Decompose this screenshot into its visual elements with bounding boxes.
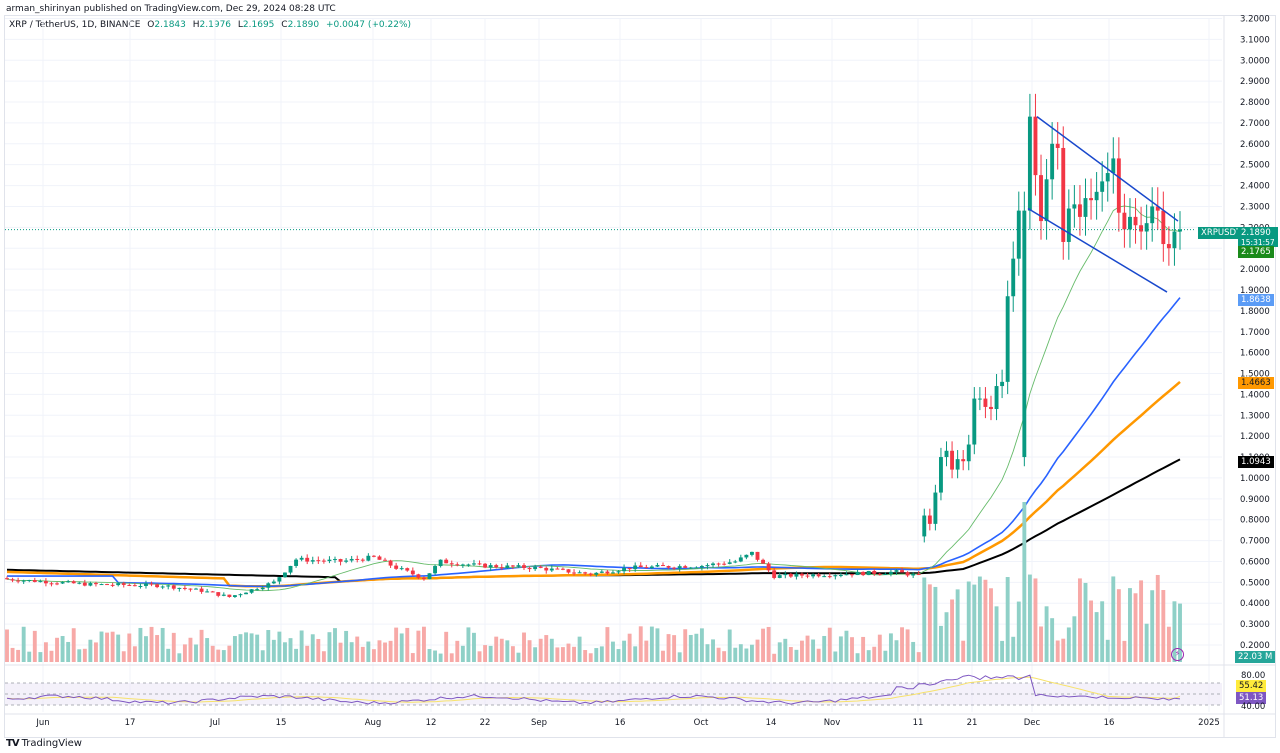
volume-tag: 22.03 M xyxy=(1235,651,1276,663)
svg-text:22: 22 xyxy=(480,718,491,728)
rsi-tag: 51.13 xyxy=(1236,692,1267,704)
svg-text:17: 17 xyxy=(125,718,136,728)
bar-countdown: 15:31:57 xyxy=(1241,238,1275,247)
svg-text:0.6000: 0.6000 xyxy=(1240,557,1270,567)
svg-text:1.6000: 1.6000 xyxy=(1240,349,1270,359)
rsi-ma-tag: 55.42 xyxy=(1236,680,1267,692)
svg-text:0.8000: 0.8000 xyxy=(1240,516,1270,526)
svg-text:0.9000: 0.9000 xyxy=(1240,495,1270,505)
svg-text:1.0000: 1.0000 xyxy=(1240,474,1270,484)
svg-text:2.6000: 2.6000 xyxy=(1240,140,1270,150)
svg-text:0.3000: 0.3000 xyxy=(1240,620,1270,630)
symbol-tag: XRPUSDT xyxy=(1198,227,1245,239)
svg-text:Jul: Jul xyxy=(209,718,220,728)
brand-name: TradingView xyxy=(21,738,82,749)
svg-text:14: 14 xyxy=(766,718,777,728)
svg-text:Dec: Dec xyxy=(1024,718,1041,728)
svg-text:0.5000: 0.5000 xyxy=(1240,578,1270,588)
svg-text:1.7000: 1.7000 xyxy=(1240,328,1270,338)
tradingview-logo[interactable]: TV TradingView xyxy=(6,738,82,749)
svg-text:12: 12 xyxy=(426,718,437,728)
svg-text:16: 16 xyxy=(1104,718,1115,728)
close-value: 2.1890 xyxy=(287,20,320,30)
svg-text:2.3000: 2.3000 xyxy=(1240,202,1270,212)
svg-text:1.9000: 1.9000 xyxy=(1240,286,1270,296)
last-price-tag: 2.1890 15:31:57 xyxy=(1238,227,1278,247)
open-value: 2.1843 xyxy=(154,20,186,30)
chart-frame xyxy=(4,15,1276,738)
ma-green-tag: 2.1765 xyxy=(1238,246,1274,258)
ma-orange-tag: 1.4663 xyxy=(1238,377,1274,389)
publish-line: arman_shirinyan published on TradingView… xyxy=(6,4,336,14)
lightning-icon[interactable]: ⚡ xyxy=(1171,648,1184,661)
svg-text:2.9000: 2.9000 xyxy=(1240,77,1270,87)
change-value: +0.0047 (+0.22%) xyxy=(325,20,412,30)
svg-text:1.4000: 1.4000 xyxy=(1240,390,1270,400)
svg-text:1.3000: 1.3000 xyxy=(1240,411,1270,421)
svg-text:1.8000: 1.8000 xyxy=(1240,307,1270,317)
svg-text:0.7000: 0.7000 xyxy=(1240,537,1270,547)
svg-text:2.4000: 2.4000 xyxy=(1240,182,1270,192)
svg-text:15: 15 xyxy=(276,718,287,728)
svg-text:1.2000: 1.2000 xyxy=(1240,432,1270,442)
symbol-title: XRP / TetherUS, 1D, BINANCE xyxy=(9,20,141,30)
svg-text:2.5000: 2.5000 xyxy=(1240,161,1270,171)
svg-text:11: 11 xyxy=(913,718,924,728)
rsi-upper-band-label: 80.00 xyxy=(1241,671,1266,681)
tv-logo-icon: TV xyxy=(6,738,20,749)
rsi-lower-band-label: 40.00 xyxy=(1241,702,1266,712)
svg-text:0.4000: 0.4000 xyxy=(1240,599,1270,609)
svg-text:16: 16 xyxy=(615,718,626,728)
svg-text:21: 21 xyxy=(967,718,978,728)
svg-text:3.2000: 3.2000 xyxy=(1240,15,1270,25)
low-value: 2.1695 xyxy=(242,20,275,30)
svg-text:Aug: Aug xyxy=(365,718,382,728)
svg-text:3.0000: 3.0000 xyxy=(1240,56,1270,66)
svg-text:Jun: Jun xyxy=(35,718,49,728)
svg-text:Sep: Sep xyxy=(531,718,547,728)
svg-text:2.0000: 2.0000 xyxy=(1240,265,1270,275)
ma-blue-tag: 1.8638 xyxy=(1238,294,1274,306)
svg-text:Oct: Oct xyxy=(694,718,709,728)
svg-text:2.8000: 2.8000 xyxy=(1240,98,1270,108)
svg-text:3.1000: 3.1000 xyxy=(1240,35,1270,45)
svg-text:1.5000: 1.5000 xyxy=(1240,370,1270,380)
svg-text:0.2000: 0.2000 xyxy=(1240,641,1270,651)
svg-text:2025: 2025 xyxy=(1198,718,1220,728)
svg-text:Nov: Nov xyxy=(824,718,841,728)
svg-text:2.7000: 2.7000 xyxy=(1240,119,1270,129)
ma-black-tag: 1.0943 xyxy=(1238,456,1274,468)
